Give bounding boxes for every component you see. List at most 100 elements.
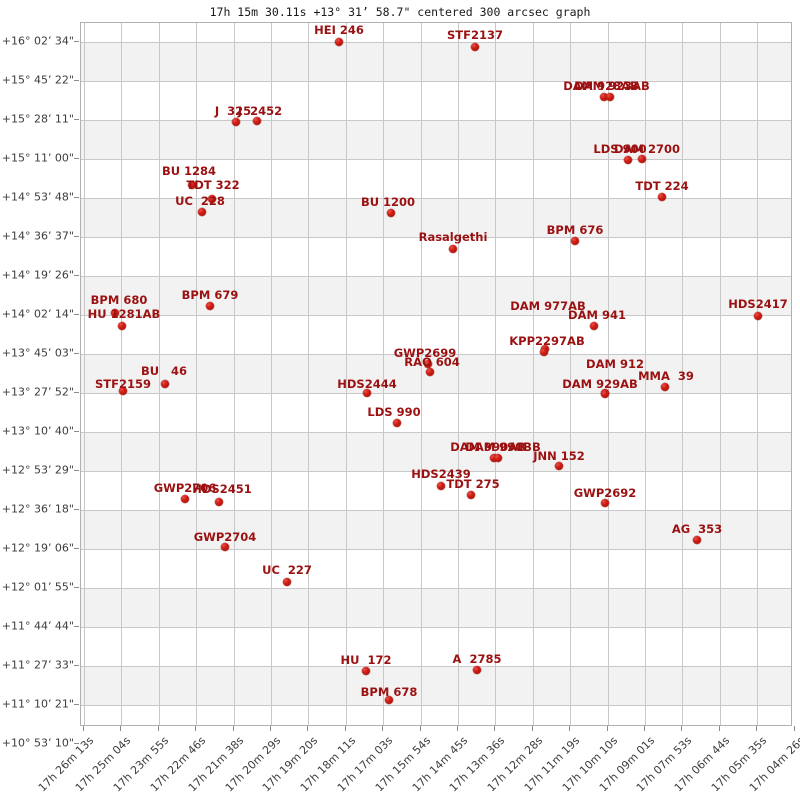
- star-marker[interactable]: [494, 454, 502, 462]
- star-label: AG 353: [671, 522, 723, 536]
- plot-area: HEI 246 STF2137 DAM 928AB DAM 923AB J 325 J 2…: [80, 22, 792, 726]
- y-tick-mark: [74, 392, 79, 393]
- star-marker[interactable]: [638, 155, 646, 163]
- star-marker[interactable]: [188, 181, 196, 189]
- star-marker[interactable]: [754, 312, 762, 320]
- star-marker[interactable]: [424, 360, 432, 368]
- y-tick-mark: [74, 197, 79, 198]
- y-tick-label: +10° 53’ 10": [1, 736, 74, 750]
- star-label: HDS2439: [411, 467, 471, 481]
- star-marker[interactable]: [363, 389, 371, 397]
- y-tick-mark: [74, 548, 79, 549]
- star-label: DAM 928AB: [563, 79, 639, 93]
- y-tick-mark: [74, 665, 79, 666]
- y-tick-mark: [74, 470, 79, 471]
- y-tick-mark: [74, 80, 79, 81]
- x-tick-mark: [756, 726, 758, 731]
- star-marker[interactable]: [426, 368, 434, 376]
- star-label: UC 227: [262, 563, 312, 577]
- gridline-horizontal: [81, 588, 791, 589]
- y-tick-label: +11° 10’ 21": [1, 697, 74, 711]
- star-label: DAM 912: [586, 357, 644, 371]
- y-tick-label: +14° 36’ 37": [1, 229, 74, 243]
- gridline-horizontal: [81, 42, 791, 43]
- star-marker[interactable]: [362, 667, 370, 675]
- star-marker[interactable]: [253, 117, 261, 125]
- y-tick-label: +13° 45’ 03": [1, 346, 74, 360]
- gridline-vertical: [345, 23, 347, 725]
- y-tick-mark: [74, 587, 79, 588]
- row-band: [81, 354, 791, 393]
- y-tick-label: +13° 10’ 40": [1, 424, 74, 438]
- star-marker[interactable]: [540, 348, 548, 356]
- star-marker[interactable]: [624, 156, 632, 164]
- y-tick-label: +14° 53’ 48": [1, 190, 74, 204]
- star-marker[interactable]: [590, 322, 598, 330]
- x-tick-mark: [419, 726, 421, 731]
- star-label: DAM 990AB: [450, 440, 526, 454]
- gridline-vertical: [84, 23, 85, 725]
- gridline-horizontal: [81, 198, 791, 199]
- y-tick-mark: [74, 119, 79, 120]
- star-label: A 2785: [452, 652, 502, 666]
- y-tick-mark: [74, 41, 79, 42]
- y-tick-label: +14° 19’ 26": [1, 268, 74, 282]
- star-marker[interactable]: [601, 499, 609, 507]
- star-label: HDS2451: [192, 482, 252, 496]
- star-marker[interactable]: [555, 462, 563, 470]
- star-marker[interactable]: [693, 536, 701, 544]
- star-marker[interactable]: [335, 38, 343, 46]
- star-marker[interactable]: [467, 491, 475, 499]
- star-marker[interactable]: [181, 495, 189, 503]
- star-marker[interactable]: [437, 482, 445, 490]
- x-tick-mark: [344, 726, 346, 731]
- star-label: HDS2444: [337, 377, 397, 391]
- star-marker[interactable]: [208, 195, 216, 203]
- gridline-vertical: [682, 23, 684, 725]
- star-marker[interactable]: [232, 118, 240, 126]
- y-axis: +16° 02’ 34" +15° 45’ 22" +15° 28’ 11" +15°…: [0, 22, 79, 750]
- star-marker[interactable]: [206, 302, 214, 310]
- star-marker[interactable]: [606, 93, 614, 101]
- star-marker[interactable]: [161, 380, 169, 388]
- star-marker[interactable]: [215, 498, 223, 506]
- star-label: BPM 676: [546, 223, 604, 237]
- star-marker[interactable]: [221, 543, 229, 551]
- gridline-horizontal: [81, 393, 791, 394]
- row-band: [81, 120, 791, 159]
- star-label: BU 1200: [360, 195, 416, 209]
- star-label: DAM 929AB: [562, 377, 638, 391]
- star-marker[interactable]: [658, 193, 666, 201]
- star-marker[interactable]: [393, 419, 401, 427]
- star-marker[interactable]: [600, 93, 608, 101]
- star-marker[interactable]: [385, 696, 393, 704]
- star-marker[interactable]: [283, 578, 291, 586]
- star-label: DAM 941: [568, 308, 626, 322]
- star-marker[interactable]: [571, 237, 579, 245]
- star-marker[interactable]: [111, 309, 119, 317]
- gridline-horizontal: [81, 471, 791, 472]
- star-marker[interactable]: [661, 383, 669, 391]
- gridline-vertical: [308, 23, 310, 725]
- star-marker[interactable]: [387, 209, 395, 217]
- gridline-vertical: [383, 23, 385, 725]
- gridline-horizontal: [81, 705, 791, 706]
- star-marker[interactable]: [119, 387, 127, 395]
- x-tick-mark: [644, 726, 645, 731]
- gridline-horizontal: [81, 120, 791, 121]
- star-label: GWP2692: [573, 486, 637, 500]
- star-marker[interactable]: [471, 43, 479, 51]
- star-label: GWP2699: [393, 346, 457, 360]
- star-marker[interactable]: [118, 322, 126, 330]
- star-marker[interactable]: [473, 666, 481, 674]
- star-label: STF2137: [447, 28, 503, 42]
- star-label: BPM 678: [360, 685, 418, 699]
- y-tick-label: +12° 53’ 29": [1, 463, 74, 477]
- star-marker[interactable]: [449, 245, 457, 253]
- star-marker[interactable]: [198, 208, 206, 216]
- y-tick-label: +13° 27’ 52": [1, 385, 74, 399]
- row-band: [81, 198, 791, 237]
- gridline-vertical: [645, 23, 646, 725]
- star-marker[interactable]: [601, 390, 609, 398]
- star-label: TDT 275: [446, 477, 500, 491]
